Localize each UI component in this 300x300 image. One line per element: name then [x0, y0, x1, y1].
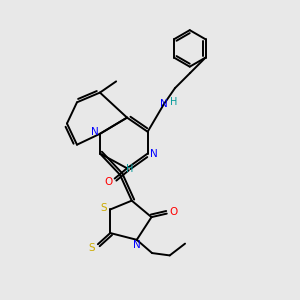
Text: S: S [88, 243, 95, 253]
Text: N: N [91, 127, 98, 137]
Text: S: S [100, 203, 107, 213]
Text: N: N [134, 240, 141, 250]
Text: O: O [104, 176, 112, 187]
Text: N: N [160, 99, 168, 110]
Text: N: N [150, 148, 158, 158]
Text: O: O [169, 207, 177, 218]
Text: H: H [170, 97, 177, 107]
Text: H: H [126, 164, 133, 174]
